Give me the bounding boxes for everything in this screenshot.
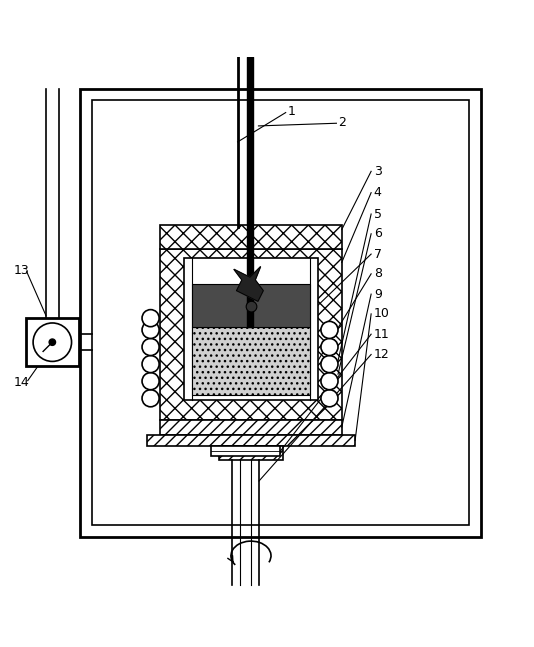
Text: 11: 11 xyxy=(374,327,389,341)
Bar xyxy=(219,446,283,459)
Text: 2: 2 xyxy=(338,116,346,129)
Circle shape xyxy=(321,338,338,356)
Bar xyxy=(147,435,355,446)
Circle shape xyxy=(246,302,257,312)
Text: 12: 12 xyxy=(374,348,389,361)
Circle shape xyxy=(33,323,72,362)
Text: 9: 9 xyxy=(374,288,382,301)
Text: 3: 3 xyxy=(374,165,382,178)
Polygon shape xyxy=(234,267,263,302)
Bar xyxy=(80,89,481,537)
Circle shape xyxy=(49,339,56,345)
Bar xyxy=(192,327,310,395)
Bar xyxy=(160,225,342,248)
Bar xyxy=(26,318,79,366)
Text: 7: 7 xyxy=(374,248,382,261)
Text: 4: 4 xyxy=(374,186,382,199)
Circle shape xyxy=(142,373,159,389)
Bar xyxy=(184,258,318,400)
Bar xyxy=(211,446,280,456)
Circle shape xyxy=(321,356,338,373)
Circle shape xyxy=(142,310,159,327)
Text: 10: 10 xyxy=(374,307,390,320)
Text: 8: 8 xyxy=(374,267,382,280)
Bar xyxy=(92,100,469,525)
Bar xyxy=(160,248,342,420)
Circle shape xyxy=(321,322,338,338)
Bar xyxy=(192,284,310,327)
Circle shape xyxy=(321,373,338,389)
Text: 13: 13 xyxy=(13,263,29,277)
Text: 14: 14 xyxy=(13,376,29,389)
Circle shape xyxy=(142,322,159,338)
Text: 1: 1 xyxy=(287,105,295,118)
Bar xyxy=(160,420,342,435)
Text: 5: 5 xyxy=(374,208,382,221)
Circle shape xyxy=(142,338,159,356)
Circle shape xyxy=(142,389,159,407)
Text: 6: 6 xyxy=(374,227,382,240)
Circle shape xyxy=(321,389,338,407)
Circle shape xyxy=(142,356,159,373)
